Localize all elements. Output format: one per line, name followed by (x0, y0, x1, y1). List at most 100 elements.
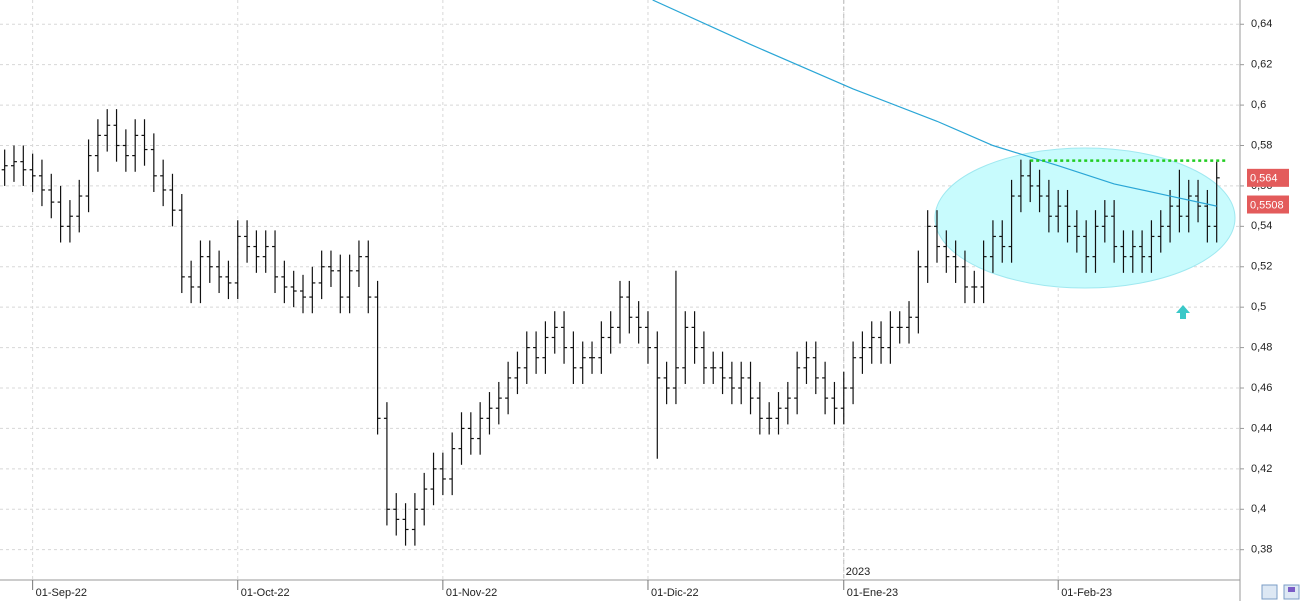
y-tick-label: 0,64 (1251, 18, 1272, 30)
ohlc-bar (840, 371, 847, 425)
y-tick-label: 0,42 (1251, 463, 1272, 475)
x-tick-label: 01-Ene-23 (847, 587, 898, 599)
ohlc-bar (924, 210, 931, 283)
ohlc-bar (290, 270, 297, 308)
ohlc-bar (878, 321, 885, 364)
ohlc-bar (467, 412, 474, 455)
y-tick-label: 0,38 (1251, 544, 1272, 556)
ohlc-bar (374, 280, 381, 435)
ohlc-bar (150, 133, 157, 192)
ohlc-bar (514, 351, 521, 395)
price-label-box (1247, 168, 1289, 187)
ohlc-bar (1195, 179, 1202, 223)
chart-type-button[interactable] (1261, 584, 1278, 600)
save-icon (1288, 587, 1295, 592)
ohlc-bar (822, 361, 829, 415)
ohlc-bar (160, 159, 167, 207)
ohlc-bar (561, 311, 568, 364)
ohlc-bar (598, 321, 605, 374)
ohlc-bar (533, 331, 540, 374)
ohlc-bar (989, 220, 996, 273)
ohlc-bar (477, 402, 484, 455)
price-label: 0,5508 (1250, 199, 1284, 211)
y-tick-label: 0,44 (1251, 422, 1272, 434)
ohlc-bar (728, 361, 735, 405)
ohlc-bar (971, 270, 978, 304)
ohlc-bar (700, 331, 707, 384)
ohlc-bar (859, 331, 866, 374)
ohlc-bar (495, 381, 502, 425)
ohlc-bar (1176, 169, 1183, 233)
ohlc-bar (1008, 179, 1015, 263)
ohlc-bar (337, 254, 344, 314)
y-tick-label: 0,6 (1251, 99, 1266, 111)
ohlc-bar (1213, 161, 1220, 243)
ohlc-bar (542, 321, 549, 374)
ohlc-bar (57, 185, 64, 243)
moving-average-line (652, 0, 1217, 207)
ohlc-bar (756, 381, 763, 435)
ohlc-bar (570, 331, 577, 384)
ohlc-bar (803, 341, 810, 384)
ohlc-bar (961, 250, 968, 304)
ohlc-bar (766, 402, 773, 435)
ohlc-bar (1148, 220, 1155, 273)
y-tick-label: 0,46 (1251, 382, 1272, 394)
ohlc-bar (1073, 210, 1080, 253)
ohlc-bar (1167, 189, 1174, 243)
ohlc-bar (952, 240, 959, 283)
y-tick-label: 0,54 (1251, 220, 1272, 232)
ohlc-bar (355, 240, 362, 287)
ohlc-bar (812, 341, 819, 395)
ohlc-bar (486, 392, 493, 435)
y-tick-label: 0,5 (1251, 301, 1266, 313)
ohlc-bar (1120, 230, 1127, 273)
ohlc-bar (20, 145, 27, 186)
ohlc-bar (635, 301, 642, 344)
x-tick-label: 01-Feb-23 (1061, 587, 1112, 599)
ohlc-bar (169, 173, 176, 227)
ohlc-bar (775, 392, 782, 435)
ohlc-bar (113, 109, 120, 162)
x-tick-label: 01-Sep-22 (36, 587, 87, 599)
ohlc-bar (943, 230, 950, 273)
axes: 0,380,40,420,440,460,480,50,520,540,560,… (32, 18, 1289, 599)
ohlc-bar (1083, 220, 1090, 273)
grid (0, 0, 1240, 580)
ohlc-bar (76, 179, 83, 233)
ohlc-bar (906, 301, 913, 344)
ohlc-bar (225, 260, 232, 300)
ohlc-bar (915, 250, 922, 334)
ohlc-bar (933, 210, 940, 263)
ohlc-bar (318, 250, 325, 300)
ohlc-bar (38, 159, 45, 207)
ohlc-bar (188, 260, 195, 304)
y-tick-label: 0,58 (1251, 139, 1272, 151)
ohlc-bar (48, 173, 55, 219)
x-tick-label: 01-Oct-22 (241, 587, 290, 599)
ohlc-bar (1157, 210, 1164, 253)
ohlc-bar (439, 452, 446, 496)
ohlc-bar (794, 351, 801, 415)
ohlc-bar (309, 266, 316, 314)
ohlc-bar (300, 274, 307, 314)
ohlc-bar (663, 361, 670, 405)
ohlc-bar (94, 119, 101, 172)
ohlc-bar (132, 119, 139, 172)
ohlc-bar (430, 452, 437, 506)
ohlc-bar (738, 361, 745, 405)
ohlc-bar (1185, 179, 1192, 233)
price-label-box (1247, 195, 1289, 214)
ohlc-bar (682, 311, 689, 384)
ohlc-bar (10, 145, 17, 182)
ohlc-bar (327, 250, 334, 287)
ohlc-bar (383, 402, 390, 526)
ohlc-bar (234, 220, 241, 300)
ohlc-bar (393, 493, 400, 536)
ohlc-bar (850, 341, 857, 405)
highlight-ellipse (934, 147, 1236, 289)
ohlc-bar (710, 351, 717, 384)
ohlc-bar (458, 412, 465, 465)
